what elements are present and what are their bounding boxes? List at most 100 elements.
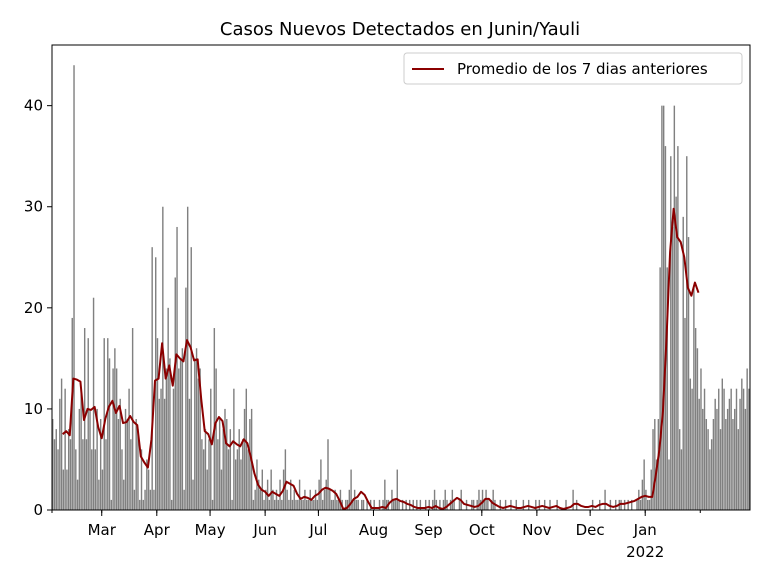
bar bbox=[153, 489, 155, 510]
bar bbox=[384, 479, 386, 510]
bar bbox=[746, 368, 748, 510]
bar bbox=[258, 479, 260, 510]
bar bbox=[117, 419, 120, 510]
bar bbox=[188, 398, 191, 510]
bar bbox=[69, 439, 72, 510]
bar bbox=[226, 419, 228, 510]
bar bbox=[139, 499, 141, 510]
bar bbox=[185, 287, 187, 510]
bar bbox=[696, 348, 699, 510]
bar bbox=[101, 469, 104, 510]
bar bbox=[442, 499, 445, 510]
bar bbox=[535, 499, 537, 510]
x-tick-label: Jan bbox=[633, 521, 657, 539]
bar bbox=[348, 489, 351, 510]
bar bbox=[337, 499, 340, 510]
bar bbox=[638, 489, 640, 510]
bar bbox=[284, 449, 287, 510]
x-tick-label: Mar bbox=[88, 521, 117, 539]
bar bbox=[698, 398, 700, 510]
bar bbox=[163, 398, 166, 510]
bar bbox=[378, 499, 381, 510]
bar bbox=[274, 499, 276, 510]
bar bbox=[483, 499, 486, 510]
x-tick-label: Dec bbox=[576, 521, 605, 539]
bar bbox=[112, 368, 114, 510]
bar bbox=[323, 489, 326, 510]
bar bbox=[366, 499, 368, 510]
bar bbox=[124, 408, 127, 510]
bar bbox=[316, 499, 319, 510]
bar bbox=[572, 489, 574, 510]
bar bbox=[492, 489, 494, 510]
bar bbox=[646, 499, 649, 510]
bar bbox=[181, 348, 184, 510]
legend-box bbox=[403, 52, 743, 85]
bar bbox=[126, 419, 129, 510]
bar bbox=[668, 459, 670, 510]
bar bbox=[115, 368, 118, 510]
bar bbox=[272, 489, 274, 510]
bar bbox=[270, 469, 272, 510]
bar bbox=[288, 499, 290, 510]
bar bbox=[307, 499, 310, 510]
bar bbox=[449, 499, 452, 510]
x-tick-label: May bbox=[195, 521, 226, 539]
bar bbox=[604, 489, 606, 510]
bar bbox=[91, 449, 93, 510]
bar bbox=[320, 459, 322, 510]
bar bbox=[197, 378, 200, 510]
bar bbox=[446, 499, 448, 510]
bar bbox=[234, 459, 237, 510]
bar bbox=[543, 499, 546, 510]
y-tick-label: 0 bbox=[33, 501, 43, 519]
bar bbox=[186, 206, 189, 511]
bar bbox=[485, 489, 487, 510]
bar bbox=[330, 499, 333, 510]
x-tick-label: Jul bbox=[308, 521, 327, 539]
bar bbox=[64, 388, 66, 510]
bar bbox=[222, 429, 224, 510]
x-tick-label: Sep bbox=[414, 521, 442, 539]
bar bbox=[748, 388, 750, 510]
bar bbox=[220, 469, 223, 510]
axes-group: 0 10 20 30 40 Mar Apr May Jun Jul Aug Sep Oct Nov Dec J… bbox=[24, 44, 751, 561]
bar bbox=[693, 287, 695, 510]
bar bbox=[67, 429, 70, 510]
bar bbox=[231, 499, 233, 510]
legend-label: Promedio de los 7 dias anteriores bbox=[457, 60, 708, 78]
bar bbox=[662, 105, 665, 511]
bar bbox=[476, 499, 478, 510]
bar bbox=[556, 499, 558, 510]
x-tick-label: Aug bbox=[359, 521, 388, 539]
bar bbox=[652, 429, 654, 510]
x-tick-label: Apr bbox=[144, 521, 171, 539]
bar bbox=[620, 499, 622, 510]
bar bbox=[215, 368, 217, 510]
bar bbox=[433, 489, 436, 510]
bar bbox=[487, 499, 489, 510]
bar bbox=[144, 489, 146, 510]
bar bbox=[490, 499, 493, 510]
bar bbox=[167, 307, 169, 510]
x-tick-label: Oct bbox=[469, 521, 495, 539]
bar bbox=[140, 449, 143, 510]
x-year-label: 2022 bbox=[626, 543, 664, 561]
bar bbox=[694, 328, 697, 510]
bar bbox=[149, 489, 152, 510]
bar bbox=[128, 388, 130, 510]
bar bbox=[739, 398, 741, 510]
bar bbox=[345, 499, 347, 510]
bar bbox=[156, 338, 159, 510]
y-tick-label: 30 bbox=[24, 198, 43, 216]
bar bbox=[133, 489, 136, 510]
bar bbox=[151, 247, 153, 511]
bar bbox=[723, 388, 725, 510]
bar bbox=[650, 469, 652, 510]
bar bbox=[311, 499, 313, 510]
bar bbox=[87, 338, 89, 510]
bar bbox=[721, 378, 723, 510]
bar bbox=[416, 499, 418, 510]
bar bbox=[192, 479, 194, 510]
bar bbox=[121, 449, 123, 510]
